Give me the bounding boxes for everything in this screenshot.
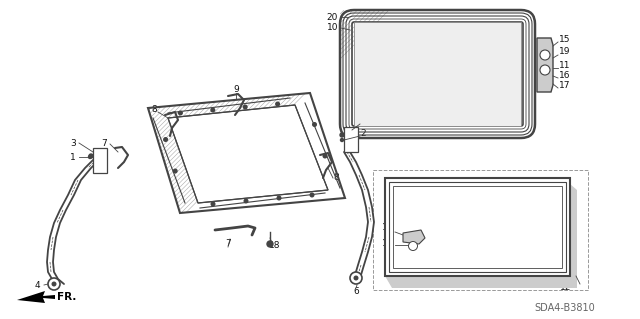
Circle shape xyxy=(540,65,550,75)
Bar xyxy=(389,182,566,272)
Text: 15: 15 xyxy=(559,34,570,43)
Polygon shape xyxy=(168,105,328,203)
Polygon shape xyxy=(168,105,328,203)
Circle shape xyxy=(89,154,93,158)
Circle shape xyxy=(323,154,327,158)
Circle shape xyxy=(277,196,281,200)
Circle shape xyxy=(88,155,92,159)
Circle shape xyxy=(164,138,168,141)
Bar xyxy=(344,127,358,152)
Circle shape xyxy=(408,241,417,250)
Circle shape xyxy=(542,52,548,58)
Circle shape xyxy=(313,123,316,126)
Circle shape xyxy=(340,133,344,137)
Text: 18: 18 xyxy=(269,241,281,250)
Polygon shape xyxy=(403,230,425,244)
Text: 6: 6 xyxy=(353,286,359,295)
Text: 4: 4 xyxy=(34,280,40,290)
Text: 8: 8 xyxy=(333,174,339,182)
Text: 7: 7 xyxy=(225,239,231,248)
Circle shape xyxy=(51,281,56,286)
Polygon shape xyxy=(354,22,521,126)
Circle shape xyxy=(243,105,247,109)
Circle shape xyxy=(211,202,215,206)
Text: 14: 14 xyxy=(381,240,393,249)
Circle shape xyxy=(350,272,362,284)
Bar xyxy=(385,178,570,276)
Circle shape xyxy=(340,138,344,142)
Text: 20: 20 xyxy=(326,12,338,21)
Text: 9: 9 xyxy=(233,85,239,93)
Text: 3: 3 xyxy=(70,138,76,147)
Text: 8: 8 xyxy=(151,105,157,114)
Polygon shape xyxy=(385,184,577,288)
Polygon shape xyxy=(537,38,553,92)
Circle shape xyxy=(276,102,280,106)
Bar xyxy=(93,148,107,173)
Text: 19: 19 xyxy=(559,48,570,56)
Text: 13: 13 xyxy=(381,224,393,233)
Circle shape xyxy=(353,276,358,280)
Text: 1: 1 xyxy=(70,152,76,161)
Text: SDA4-B3810: SDA4-B3810 xyxy=(534,303,595,313)
Circle shape xyxy=(410,243,416,249)
Text: 16: 16 xyxy=(559,70,570,79)
Circle shape xyxy=(267,241,273,247)
Circle shape xyxy=(173,169,177,173)
Text: 7: 7 xyxy=(101,139,107,149)
Circle shape xyxy=(411,244,415,248)
Text: FR.: FR. xyxy=(57,292,76,302)
Circle shape xyxy=(179,111,182,115)
Polygon shape xyxy=(385,178,570,276)
Bar xyxy=(373,170,588,290)
Circle shape xyxy=(310,193,314,197)
Text: 12: 12 xyxy=(560,284,572,293)
Circle shape xyxy=(244,199,248,203)
Circle shape xyxy=(211,108,214,112)
Circle shape xyxy=(48,278,60,290)
Circle shape xyxy=(540,50,550,60)
Text: 10: 10 xyxy=(326,24,338,33)
Text: 5: 5 xyxy=(360,116,366,125)
Polygon shape xyxy=(354,22,521,126)
Bar xyxy=(393,186,562,268)
Text: 2: 2 xyxy=(360,129,366,137)
Polygon shape xyxy=(148,93,345,213)
Text: 17: 17 xyxy=(559,80,570,90)
Text: 11: 11 xyxy=(559,61,570,70)
Circle shape xyxy=(542,67,548,73)
Polygon shape xyxy=(17,291,55,303)
